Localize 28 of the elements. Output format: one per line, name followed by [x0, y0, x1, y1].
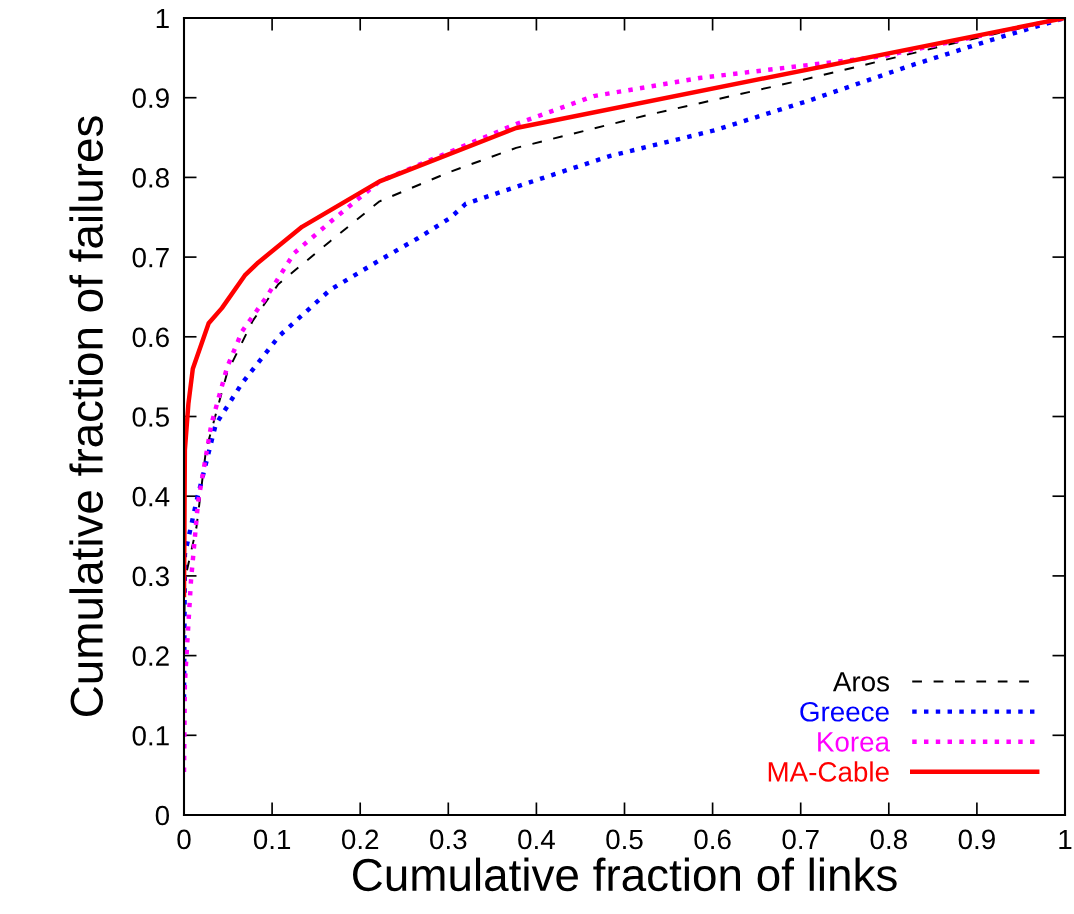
legend-label: Aros [832, 672, 889, 692]
legend-label: MA-Cable [768, 761, 889, 782]
y-tick-label: 0.8 [132, 168, 169, 188]
legend-label: Korea [818, 732, 890, 752]
y-tick-label: 1 [156, 8, 169, 29]
y-tick-label: 0.9 [132, 88, 169, 109]
y-tick-label: 0 [155, 805, 170, 826]
x-tick-label: 0.8 [870, 829, 907, 850]
x-tick-label: 0.4 [518, 829, 555, 850]
y-tick-label: 0.7 [132, 247, 169, 268]
x-tick-label: 0.5 [606, 829, 643, 850]
legend-label: Greece [800, 701, 889, 722]
x-tick-label: 0.2 [341, 829, 379, 850]
x-tick-label: 1 [1059, 829, 1072, 850]
y-tick-label: 0.1 [132, 725, 169, 746]
y-axis-title: Cumulative fraction of failures [69, 116, 103, 717]
x-tick-label: 0.7 [782, 829, 819, 850]
y-tick-label: 0.5 [132, 407, 169, 427]
x-tick-label: 0.3 [430, 829, 467, 850]
x-tick-label: 0.6 [694, 829, 731, 850]
x-tick-label: 0.1 [253, 829, 291, 850]
y-tick-label: 0.2 [132, 646, 169, 666]
x-tick-label: 0 [177, 829, 191, 850]
y-tick-label: 0.6 [132, 327, 169, 348]
x-tick-label: 0.9 [958, 829, 995, 850]
y-tick-label: 0.4 [132, 486, 170, 507]
x-axis-title: Cumulative fraction of links [353, 857, 897, 892]
y-tick-label: 0.3 [132, 566, 169, 587]
